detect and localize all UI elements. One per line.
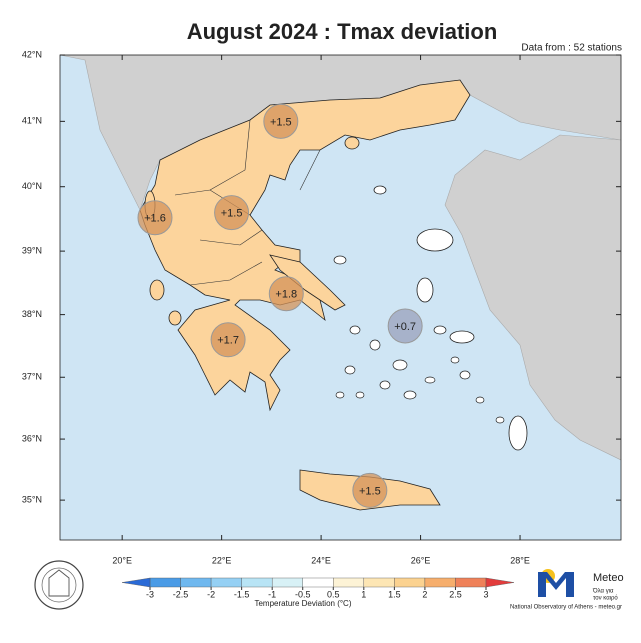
rhodes bbox=[508, 415, 528, 451]
euboea bbox=[269, 254, 346, 311]
samos bbox=[449, 330, 475, 344]
x-tick-label: 28°E bbox=[510, 555, 530, 565]
colorbar-tick-label: 2.5 bbox=[449, 589, 462, 599]
title: August 2024 : Tmax deviation bbox=[187, 19, 498, 44]
colorbar-over bbox=[485, 577, 515, 588]
colorbar-segment bbox=[149, 577, 181, 588]
colorbar-tick-label: -1 bbox=[268, 589, 276, 599]
lemnos bbox=[373, 185, 387, 195]
deviation-marker bbox=[137, 200, 173, 236]
colorbar-tick-label: -1.5 bbox=[234, 589, 250, 599]
slogan: τον καιρό bbox=[593, 595, 618, 602]
y-tick-label: 42°N bbox=[22, 49, 42, 59]
colorbar-tick-label: 1.5 bbox=[388, 589, 401, 599]
turkey bbox=[444, 134, 621, 461]
chios bbox=[416, 277, 434, 303]
deviation-marker bbox=[352, 472, 388, 508]
x-tick-label: 24°E bbox=[311, 555, 331, 565]
colorbar-tick-label: -0.5 bbox=[295, 589, 311, 599]
colorbar-segment bbox=[180, 577, 212, 588]
colorbar-segment bbox=[394, 577, 426, 588]
y-tick-label: 39°N bbox=[22, 245, 42, 255]
x-tick-label: 22°E bbox=[212, 555, 232, 565]
colorbar-tick-label: -3 bbox=[146, 589, 154, 599]
y-tick-label: 41°N bbox=[22, 116, 42, 126]
deviation-label: +1.5 bbox=[221, 207, 243, 219]
y-tick-label: 35°N bbox=[22, 494, 42, 504]
colorbar-segment bbox=[302, 577, 334, 588]
deviation-marker bbox=[214, 195, 250, 231]
colorbar-segment bbox=[210, 577, 242, 588]
colorbar-tick-label: -2 bbox=[207, 589, 215, 599]
deviation-marker bbox=[268, 276, 304, 312]
map-layer bbox=[60, 55, 621, 540]
thasos bbox=[344, 136, 360, 150]
meteo-logo bbox=[538, 569, 574, 597]
colorbar-under bbox=[121, 577, 151, 588]
colorbar-segment bbox=[455, 577, 487, 588]
cyclades bbox=[333, 255, 505, 424]
credit: National Observatory of Athens - meteo.g… bbox=[510, 605, 622, 611]
y-tick-label: 40°N bbox=[22, 181, 42, 191]
deviation-label: +1.7 bbox=[217, 335, 239, 347]
zakynthos bbox=[168, 310, 182, 326]
y-tick-label: 38°N bbox=[22, 309, 42, 319]
x-tick-label: 26°E bbox=[411, 555, 431, 565]
colorbar-label: Temperature Deviation (°C) bbox=[254, 599, 351, 608]
colorbar-tick-label: 2 bbox=[422, 589, 427, 599]
colorbar-segment bbox=[333, 577, 365, 588]
colorbar-tick-label: 3 bbox=[483, 589, 488, 599]
kefalonia bbox=[149, 279, 165, 301]
deviation-label: +1.8 bbox=[275, 289, 297, 301]
map-frame bbox=[59, 54, 622, 541]
deviation-label: +0.7 bbox=[394, 321, 416, 333]
x-tick-label: 20°E bbox=[112, 555, 132, 565]
slogan: Όλα για bbox=[592, 589, 614, 595]
noa-seal bbox=[34, 560, 84, 610]
colorbar-segment bbox=[271, 577, 303, 588]
colorbar-tick-label: 1 bbox=[361, 589, 366, 599]
deviation-marker bbox=[387, 308, 423, 344]
region-borders bbox=[174, 119, 321, 286]
colorbar-tick-label: -2.5 bbox=[173, 589, 189, 599]
y-tick-label: 36°N bbox=[22, 433, 42, 443]
colorbar-segment bbox=[363, 577, 395, 588]
deviation-marker bbox=[263, 103, 299, 139]
deviation-label: +1.5 bbox=[270, 116, 292, 128]
brand: Meteo bbox=[593, 572, 624, 584]
deviation-marker bbox=[210, 322, 246, 358]
deviation-label: +1.6 bbox=[144, 213, 166, 225]
dynamic-layer: 20°E 22°E 24°E 26°E 28°E 35°N 36°N 37°N 38°N 39°N… bbox=[22, 49, 621, 599]
subtitle: Data from : 52 stations bbox=[521, 43, 622, 54]
colorbar-tick-label: 0.5 bbox=[327, 589, 340, 599]
colorbar-segment bbox=[241, 577, 273, 588]
lesbos bbox=[416, 228, 454, 252]
deviation-label: +1.5 bbox=[359, 485, 381, 497]
colorbar-segment bbox=[424, 577, 456, 588]
y-tick-label: 37°N bbox=[22, 372, 42, 382]
